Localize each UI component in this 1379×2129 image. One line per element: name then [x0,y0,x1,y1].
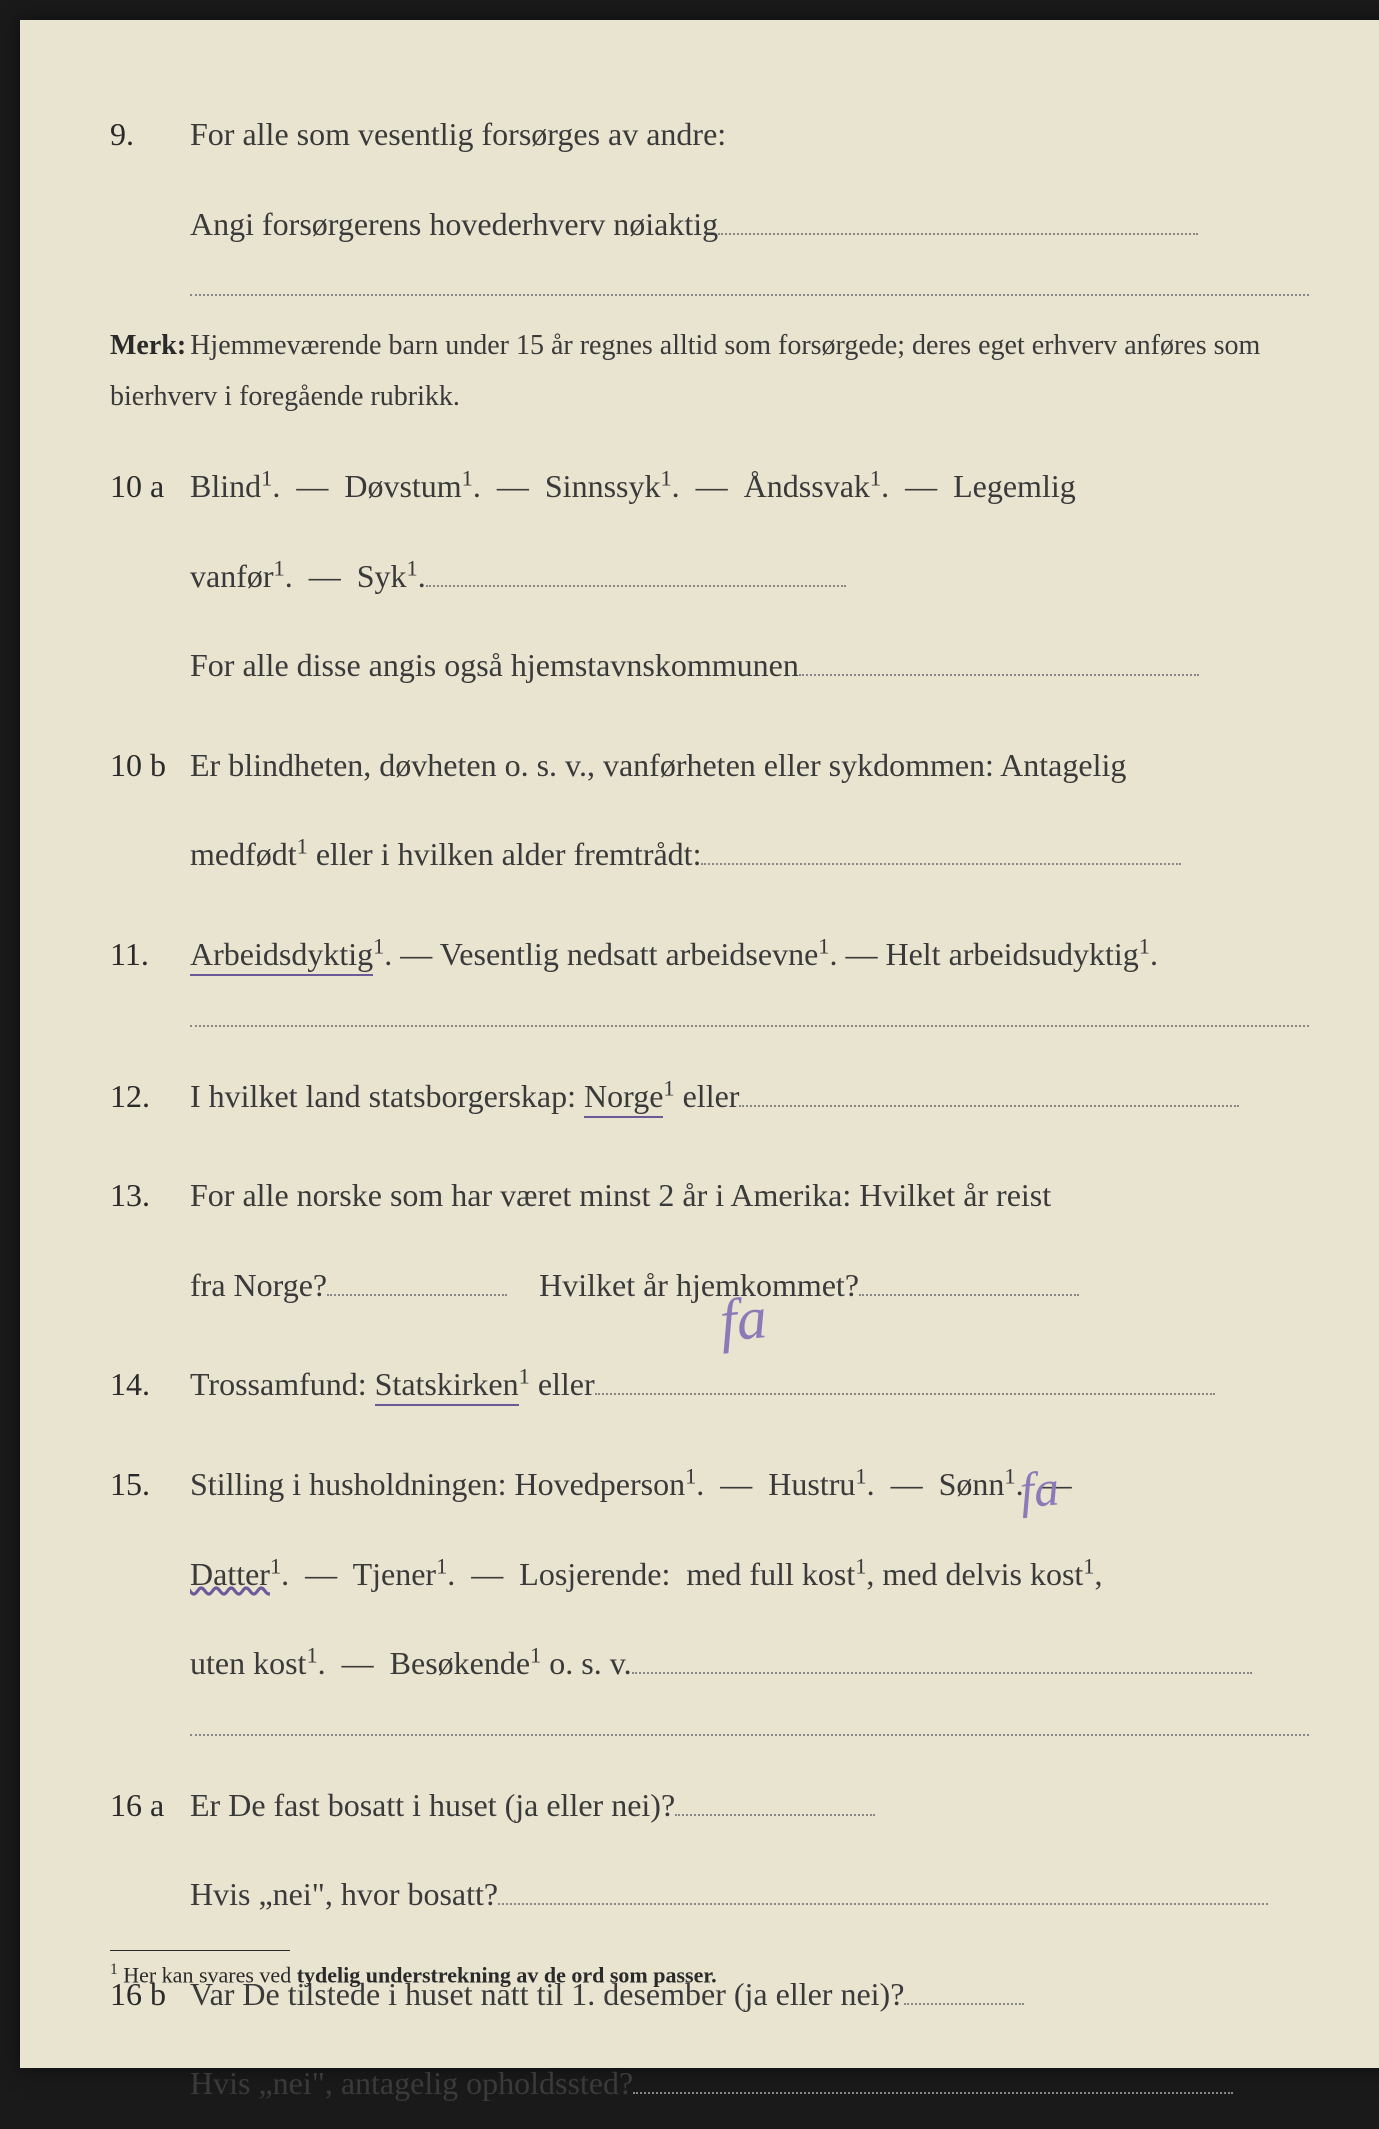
q11-number: 11. [110,910,190,1000]
q12-number: 12. [110,1052,190,1142]
q15-opt3: Sønn [939,1466,1005,1502]
q15-suffix: o. s. v. [549,1645,631,1681]
fill-line [859,1294,1079,1296]
q10a-line2b: Syk [357,558,407,594]
q12-suffix: eller [683,1078,740,1114]
q13-line2b: Hvilket år hjemkommet? [539,1267,859,1303]
question-10a: 10 a Blind1. — Døvstum1. — Sinnssyk1. — … [110,442,1309,711]
q10a-opt5: Legemlig [953,468,1076,504]
q10b-line2a: medfødt [190,836,297,872]
footnote-rule [110,1950,290,1951]
q10a-opt1: Blind [190,468,261,504]
q15-prefix: Stilling i husholdningen: [190,1466,514,1502]
handwriting-mark-2: fa [1018,1458,1062,1519]
q10b-number: 10 b [110,721,190,811]
q10a-line2a: vanfør [190,558,274,594]
q10a-opt3: Sinnssyk [545,468,661,504]
fill-line [327,1294,507,1296]
fill-line [632,1672,1252,1674]
q11-content: Arbeidsdyktig1. — Vesentlig nedsatt arbe… [190,910,1309,1000]
q9-content: For alle som vesentlig forsørges av andr… [190,90,1309,269]
footnote: 1 Her kan svares ved tydelig understrekn… [110,1950,1309,1988]
fill-line [701,863,1181,865]
question-10b: 10 b Er blindheten, døvheten o. s. v., v… [110,721,1309,900]
q15-number: 15. [110,1440,190,1530]
q9-number: 9. [110,90,190,180]
question-9: 9. For alle som vesentlig forsørges av a… [110,90,1309,269]
handwriting-mark-1: fa [717,1283,770,1356]
question-15: 15. Stilling i husholdningen: Hovedperso… [110,1440,1309,1709]
q10a-opt4: Åndssvak [744,468,870,504]
q15-opt8: uten kost [190,1645,306,1681]
q15-opt6: med full kost [686,1556,855,1592]
merk-label: Merk: [110,330,186,361]
q15-losjlabel: Losjerende: [519,1556,670,1592]
q9-line2: Angi forsørgerens hovederhverv nøiaktig [190,206,718,242]
fill-line [904,2003,1024,2005]
fill-line [675,1814,875,1816]
question-13: 13. For alle norske som har været minst … [110,1151,1309,1330]
question-12: 12. I hvilket land statsborgerskap: Norg… [110,1052,1309,1142]
q10a-content: Blind1. — Døvstum1. — Sinnssyk1. — Åndss… [190,442,1309,711]
q14-opt1: Statskirken [375,1366,519,1406]
q15-content: Stilling i husholdningen: Hovedperson1. … [190,1440,1309,1709]
footnote-text: 1 Her kan svares ved tydelig understrekn… [110,1961,1309,1988]
q9-line1: For alle som vesentlig forsørges av andr… [190,116,726,152]
merk-note: Merk: Hjemmeværende barn under 15 år reg… [110,321,1309,422]
q10b-content: Er blindheten, døvheten o. s. v., vanfør… [190,721,1309,900]
q14-content: Trossamfund: Statskirken1 eller [190,1340,1309,1430]
fill-line [799,674,1199,676]
q15-opt4: Datter [190,1556,270,1592]
fill-line [718,233,1198,235]
q15-opt9: Besøkende [390,1645,530,1681]
q16a-line1: Er De fast bosatt i huset (ja eller nei)… [190,1787,675,1823]
q12-opt1: Norge [584,1078,663,1118]
q16a-number: 16 a [110,1761,190,1851]
fill-line [498,1903,1268,1905]
footnote-marker: 1 [110,1961,118,1978]
q14-number: 14. [110,1340,190,1430]
q14-prefix: Trossamfund: [190,1366,375,1402]
q16b-line2: Hvis „nei", antagelig opholdssted? [190,2065,633,2101]
footnote-text-a: Her kan svares ved [123,1962,297,1987]
merk-text: Hjemmeværende barn under 15 år regnes al… [110,330,1260,411]
fill-line [633,2092,1233,2094]
divider [190,294,1309,296]
q16a-content: Er De fast bosatt i huset (ja eller nei)… [190,1761,1309,1940]
q13-number: 13. [110,1151,190,1241]
fill-line [595,1393,1215,1395]
q13-line2a: fra Norge? [190,1267,327,1303]
q12-content: I hvilket land statsborgerskap: Norge1 e… [190,1052,1309,1142]
fill-line [426,585,846,587]
q14-suffix: eller [538,1366,595,1402]
document-page: 9. For alle som vesentlig forsørges av a… [20,20,1379,2068]
question-11: 11. Arbeidsdyktig1. — Vesentlig nedsatt … [110,910,1309,1000]
q10a-number: 10 a [110,442,190,532]
divider [190,1025,1309,1027]
footnote-text-b: tydelig understrekning av de ord som pas… [297,1962,717,1987]
q11-opt3: Helt arbeidsudyktig [885,936,1138,972]
q11-opt2: Vesentlig nedsatt arbeidsevne [440,936,819,972]
q16a-line2: Hvis „nei", hvor bosatt? [190,1876,498,1912]
q12-prefix: I hvilket land statsborgerskap: [190,1078,584,1114]
fill-line [739,1105,1239,1107]
q15-opt2: Hustru [768,1466,855,1502]
q10a-line3: For alle disse angis også hjemstavnskomm… [190,647,799,683]
question-16a: 16 a Er De fast bosatt i huset (ja eller… [110,1761,1309,1940]
q15-opt1: Hovedperson [514,1466,685,1502]
divider [190,1734,1309,1736]
q10b-line2b: eller i hvilken alder fremtrådt: [308,836,702,872]
question-14: 14. Trossamfund: Statskirken1 eller [110,1340,1309,1430]
q15-opt5: Tjener [353,1556,437,1592]
q11-opt1: Arbeidsdyktig [190,936,373,976]
q10a-opt2: Døvstum [344,468,461,504]
q15-opt7: med delvis kost [882,1556,1083,1592]
q10b-line1: Er blindheten, døvheten o. s. v., vanfør… [190,747,1126,783]
q13-line1: For alle norske som har været minst 2 år… [190,1177,1051,1213]
